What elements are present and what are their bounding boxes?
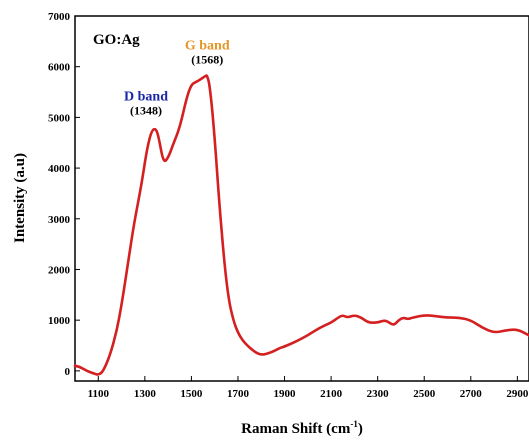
x-axis-title-suffix: ) bbox=[358, 421, 363, 437]
y-tick-label: 2000 bbox=[48, 264, 71, 276]
y-axis-ticks: 0 1000 2000 3000 4000 5000 6000 7000 bbox=[48, 11, 80, 378]
x-tick-label: 1100 bbox=[88, 388, 110, 400]
y-tick-label: 6000 bbox=[48, 62, 71, 74]
d-band-position: (1348) bbox=[130, 104, 162, 118]
x-tick-label: 2300 bbox=[367, 388, 390, 400]
y-tick-label: 7000 bbox=[48, 11, 71, 23]
g-band-position: (1568) bbox=[191, 52, 223, 66]
x-tick-label: 1900 bbox=[274, 388, 297, 400]
x-tick-label: 2500 bbox=[413, 388, 436, 400]
g-band-label: G band bbox=[185, 38, 230, 53]
x-tick-label: 1300 bbox=[134, 388, 157, 400]
plot-frame bbox=[74, 15, 529, 382]
x-tick-label: 1700 bbox=[227, 388, 250, 400]
sample-label: GO:Ag bbox=[93, 32, 140, 48]
x-axis-ticks: 1100 1300 1500 1700 1900 2100 2300 2500 2700 2900 bbox=[88, 376, 529, 400]
x-tick-label: 1500 bbox=[180, 388, 203, 400]
y-tick-label: 4000 bbox=[48, 163, 71, 175]
raman-spectrum-line bbox=[73, 74, 529, 376]
y-axis-title: Intensity (a.u) bbox=[12, 153, 28, 243]
x-axis-title-main: Raman Shift (cm bbox=[241, 421, 351, 437]
x-tick-label: 2700 bbox=[460, 388, 483, 400]
d-band-label: D band bbox=[124, 90, 168, 105]
x-tick-label: 2900 bbox=[506, 388, 529, 400]
d-band-annotation: D band (1348) bbox=[124, 90, 168, 118]
y-tick-label: 5000 bbox=[48, 112, 71, 124]
x-axis-title-superscript: -1 bbox=[350, 419, 358, 429]
y-tick-label: 0 bbox=[65, 366, 71, 378]
x-axis-title: Raman Shift (cm-1) bbox=[241, 419, 363, 437]
y-tick-label: 3000 bbox=[48, 214, 71, 226]
g-band-annotation: G band (1568) bbox=[185, 38, 230, 66]
x-tick-label: 2100 bbox=[320, 388, 343, 400]
y-tick-label: 1000 bbox=[48, 315, 71, 327]
